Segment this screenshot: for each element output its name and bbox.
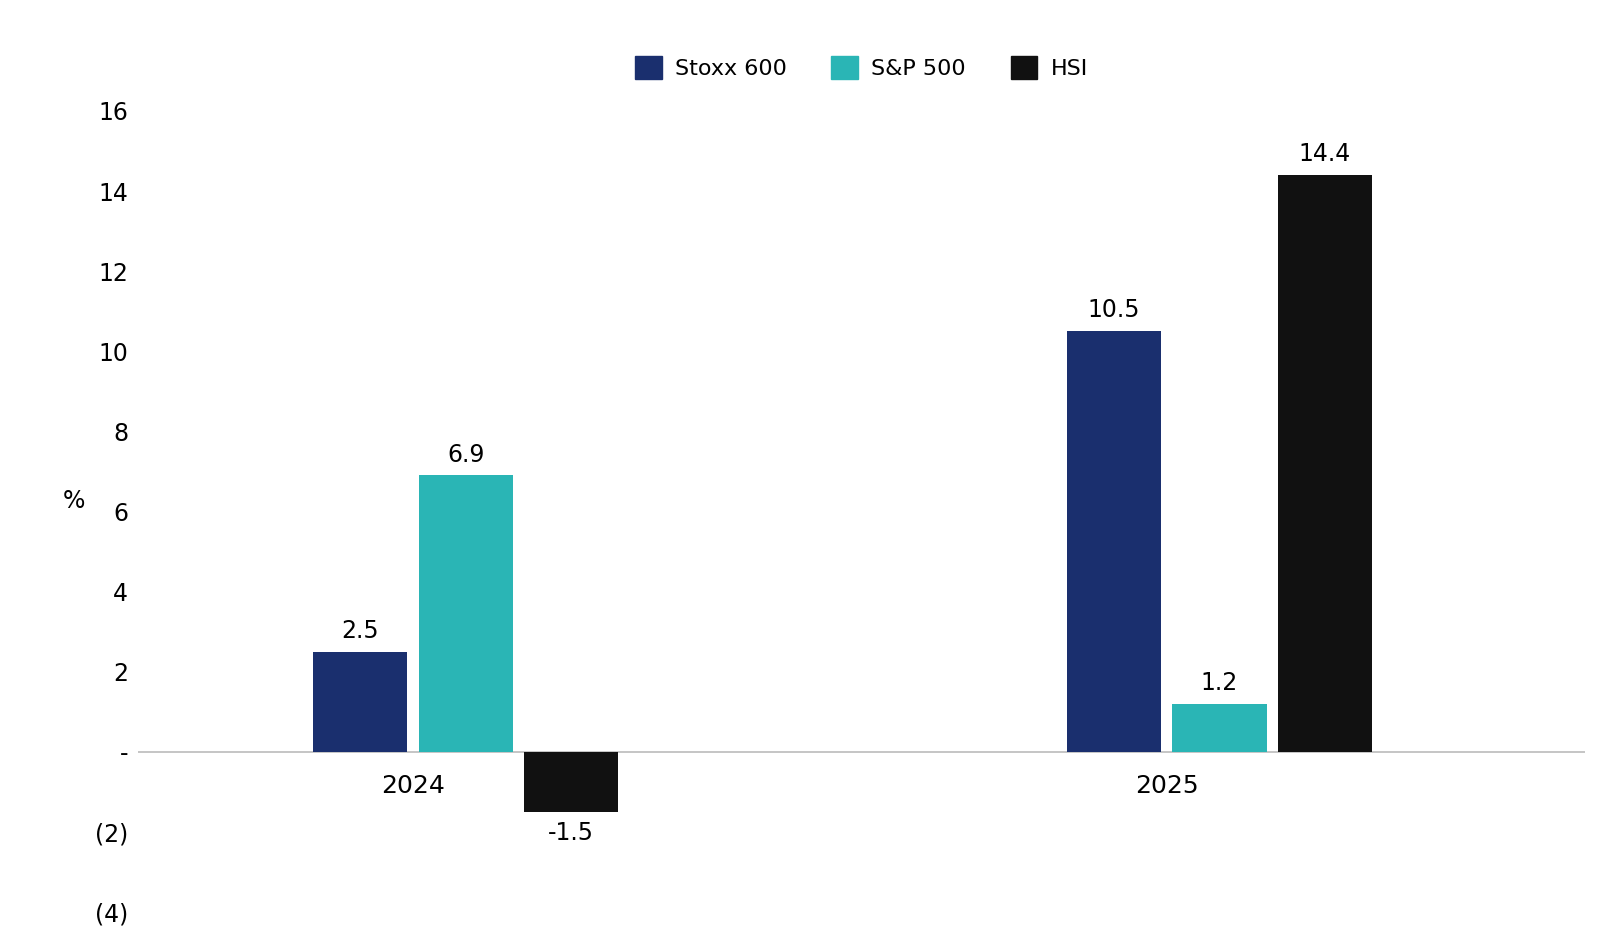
Bar [1173, 704, 1267, 752]
Text: 2025: 2025 [1134, 774, 1198, 797]
Text: 6.9: 6.9 [446, 442, 485, 467]
Bar [525, 752, 619, 812]
Bar [314, 652, 408, 752]
Text: 10.5: 10.5 [1088, 298, 1141, 322]
Bar [1278, 175, 1373, 752]
Y-axis label: %: % [62, 490, 85, 513]
Text: 2.5: 2.5 [341, 618, 379, 643]
Text: 2024: 2024 [381, 774, 445, 797]
Text: 1.2: 1.2 [1202, 670, 1238, 695]
Bar [419, 475, 514, 752]
Text: 14.4: 14.4 [1299, 142, 1350, 167]
Text: -1.5: -1.5 [549, 821, 594, 845]
Bar [1067, 331, 1162, 752]
Legend: Stoxx 600, S&P 500, HSI: Stoxx 600, S&P 500, HSI [626, 47, 1096, 88]
